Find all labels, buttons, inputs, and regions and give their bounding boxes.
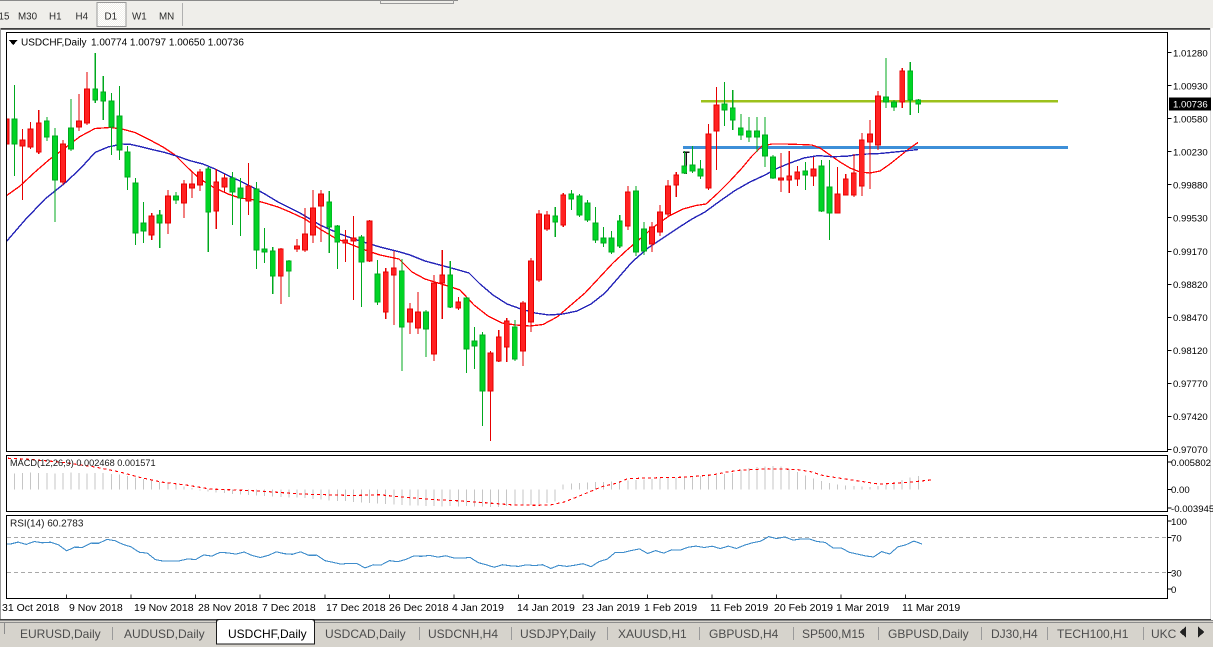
svg-text:0.005802: 0.005802	[1171, 458, 1211, 469]
svg-text:D1: D1	[105, 12, 118, 23]
svg-text:1.00736: 1.00736	[1173, 100, 1208, 111]
svg-text:USDCAD,Daily: USDCAD,Daily	[325, 627, 406, 641]
svg-text:GBPUSD,H4: GBPUSD,H4	[709, 627, 779, 641]
svg-text:100: 100	[1171, 517, 1187, 528]
svg-text:1.00580: 1.00580	[1173, 114, 1208, 125]
svg-text:-0.003945: -0.003945	[1171, 504, 1213, 515]
svg-text:11 Feb 2019: 11 Feb 2019	[710, 602, 768, 614]
svg-text:0.00: 0.00	[1171, 485, 1190, 496]
svg-text:DJ30,H4: DJ30,H4	[991, 627, 1038, 641]
svg-text:M30: M30	[18, 12, 38, 23]
svg-text:20 Feb 2019: 20 Feb 2019	[774, 602, 833, 614]
svg-text:1.00930: 1.00930	[1173, 81, 1208, 92]
svg-text:9 Nov 2018: 9 Nov 2018	[69, 602, 123, 614]
svg-text:EURUSD,Daily: EURUSD,Daily	[20, 627, 101, 641]
svg-text:1.01280: 1.01280	[1173, 48, 1208, 59]
svg-text:70: 70	[1171, 533, 1182, 544]
svg-text:15: 15	[0, 12, 10, 23]
svg-text:USDJPY,Daily: USDJPY,Daily	[520, 627, 596, 641]
svg-text:0.97420: 0.97420	[1173, 412, 1208, 423]
svg-text:TECH100,H1: TECH100,H1	[1057, 627, 1129, 641]
svg-text:XAUUSD,H1: XAUUSD,H1	[618, 627, 687, 641]
svg-text:1 Feb 2019: 1 Feb 2019	[644, 602, 697, 614]
svg-text:MN: MN	[159, 12, 174, 23]
svg-text:USDCHF,Daily: USDCHF,Daily	[228, 627, 307, 641]
svg-text:0.98470: 0.98470	[1173, 313, 1208, 324]
svg-text:W1: W1	[132, 12, 147, 23]
svg-text:26 Dec 2018: 26 Dec 2018	[389, 602, 449, 614]
svg-text:19 Nov 2018: 19 Nov 2018	[134, 602, 194, 614]
svg-text:7 Dec 2018: 7 Dec 2018	[262, 602, 316, 614]
svg-text:1.00230: 1.00230	[1173, 147, 1208, 158]
svg-text:30: 30	[1171, 568, 1182, 579]
svg-text:1.00774 1.00797 1.00650 1.0073: 1.00774 1.00797 1.00650 1.00736	[91, 38, 244, 49]
svg-text:SP500,M15: SP500,M15	[802, 627, 865, 641]
svg-text:31 Oct 2018: 31 Oct 2018	[2, 602, 59, 614]
svg-text:14 Jan 2019: 14 Jan 2019	[517, 602, 575, 614]
svg-text:UKC: UKC	[1151, 627, 1177, 641]
svg-text:11 Mar 2019: 11 Mar 2019	[902, 602, 960, 614]
svg-text:0: 0	[1171, 585, 1176, 596]
svg-text:4 Jan 2019: 4 Jan 2019	[452, 602, 504, 614]
svg-text:17 Dec 2018: 17 Dec 2018	[326, 602, 386, 614]
svg-text:0.98120: 0.98120	[1173, 346, 1208, 357]
svg-text:0.97770: 0.97770	[1173, 379, 1208, 390]
svg-text:USDCHF,Daily: USDCHF,Daily	[21, 38, 87, 49]
svg-text:USDCNH,H4: USDCNH,H4	[428, 627, 498, 641]
svg-text:0.99170: 0.99170	[1173, 247, 1208, 258]
svg-text:0.99880: 0.99880	[1173, 180, 1208, 191]
svg-text:H4: H4	[76, 12, 89, 23]
svg-text:MACD(12,26,9) 0.002468 0.00157: MACD(12,26,9) 0.002468 0.001571	[10, 458, 156, 468]
svg-text:0.98820: 0.98820	[1173, 280, 1208, 291]
svg-text:RSI(14) 60.2783: RSI(14) 60.2783	[10, 519, 84, 530]
svg-text:H1: H1	[49, 12, 62, 23]
svg-text:23 Jan 2019: 23 Jan 2019	[582, 602, 640, 614]
svg-text:GBPUSD,Daily: GBPUSD,Daily	[888, 627, 969, 641]
svg-text:1 Mar 2019: 1 Mar 2019	[836, 602, 889, 614]
svg-text:0.99530: 0.99530	[1173, 213, 1208, 224]
svg-text:28 Nov 2018: 28 Nov 2018	[198, 602, 258, 614]
svg-text:AUDUSD,Daily: AUDUSD,Daily	[124, 627, 205, 641]
svg-text:0.97070: 0.97070	[1173, 445, 1208, 456]
